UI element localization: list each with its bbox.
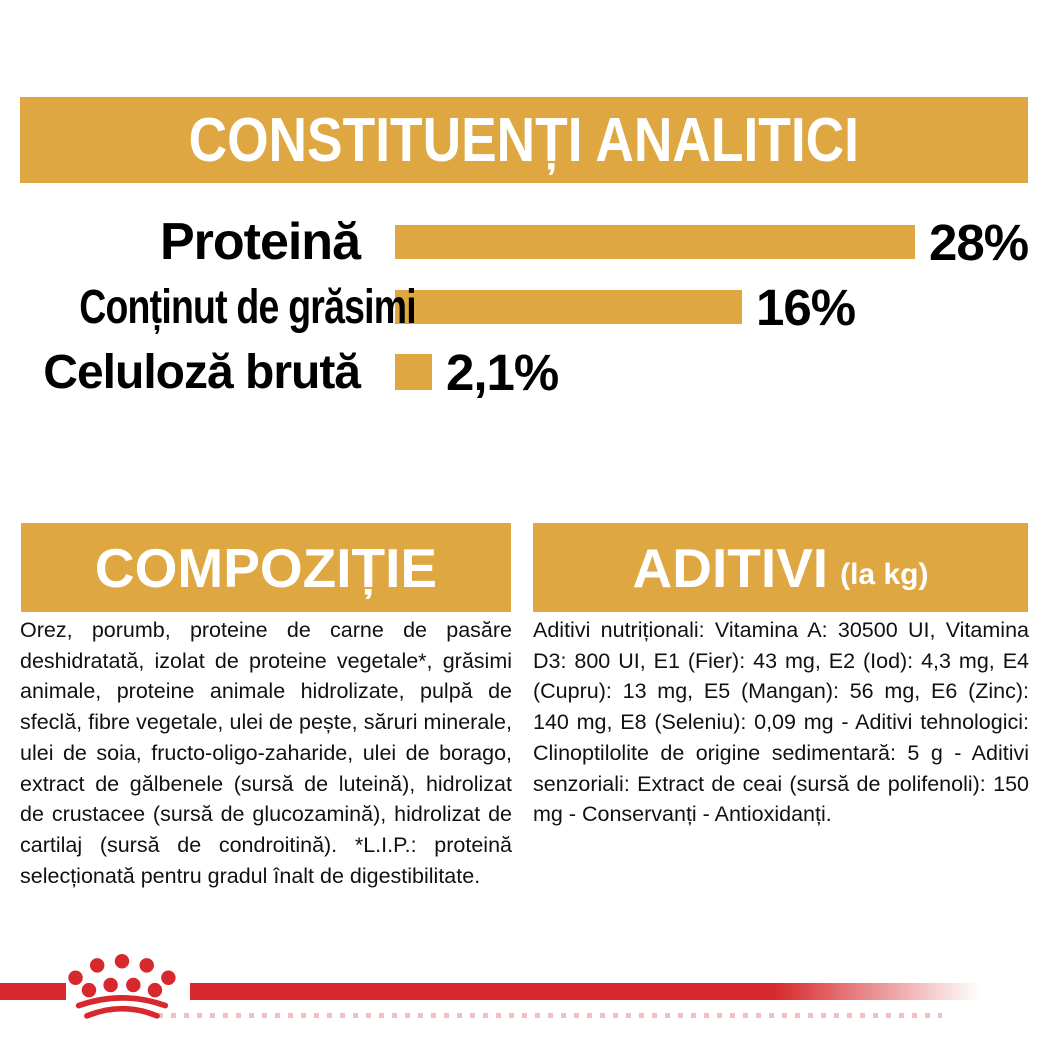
additives-text: Aditivi nutriționali: Vitamina A: 30500 … bbox=[533, 618, 1029, 827]
additives-title: ADITIVI bbox=[632, 536, 829, 599]
chart-bar-fibre bbox=[395, 354, 432, 390]
composition-text: Orez, porumb, proteine de carne de pasăr… bbox=[20, 618, 512, 888]
chart-row-fibre: Celuloză brută 2,1% bbox=[0, 338, 559, 406]
chart-label-protein: Proteină bbox=[159, 213, 361, 271]
analytical-constituents-title: CONSTITUENȚI ANALITICI bbox=[188, 105, 860, 175]
composition-title: COMPOZIȚIE bbox=[94, 536, 438, 599]
chart-bar-protein bbox=[395, 225, 915, 259]
chart-row-fat: Conținut de grăsimi 16% bbox=[0, 273, 856, 341]
chart-row-protein: Proteină 28% bbox=[0, 208, 1029, 276]
additives-banner: ADITIVI (la kg) bbox=[533, 523, 1028, 612]
royal-canin-crown-logo bbox=[68, 954, 176, 1019]
chart-value-fibre: 2,1% bbox=[446, 343, 559, 401]
chart-label-fat: Conținut de grăsimi bbox=[79, 280, 416, 334]
footer-red-line-left bbox=[0, 983, 66, 1000]
footer-dotted-line bbox=[158, 1013, 942, 1018]
footer-red-line-right bbox=[190, 983, 980, 1000]
composition-banner: COMPOZIȚIE bbox=[21, 523, 511, 612]
chart-label-fibre: Celuloză brută bbox=[43, 345, 361, 399]
chart-value-protein: 28% bbox=[929, 213, 1029, 271]
chart-bar-fat bbox=[395, 290, 742, 324]
chart-value-fat: 16% bbox=[756, 278, 856, 336]
additives-unit-label: (la kg) bbox=[840, 557, 929, 591]
analytical-constituents-banner: CONSTITUENȚI ANALITICI bbox=[20, 97, 1028, 183]
